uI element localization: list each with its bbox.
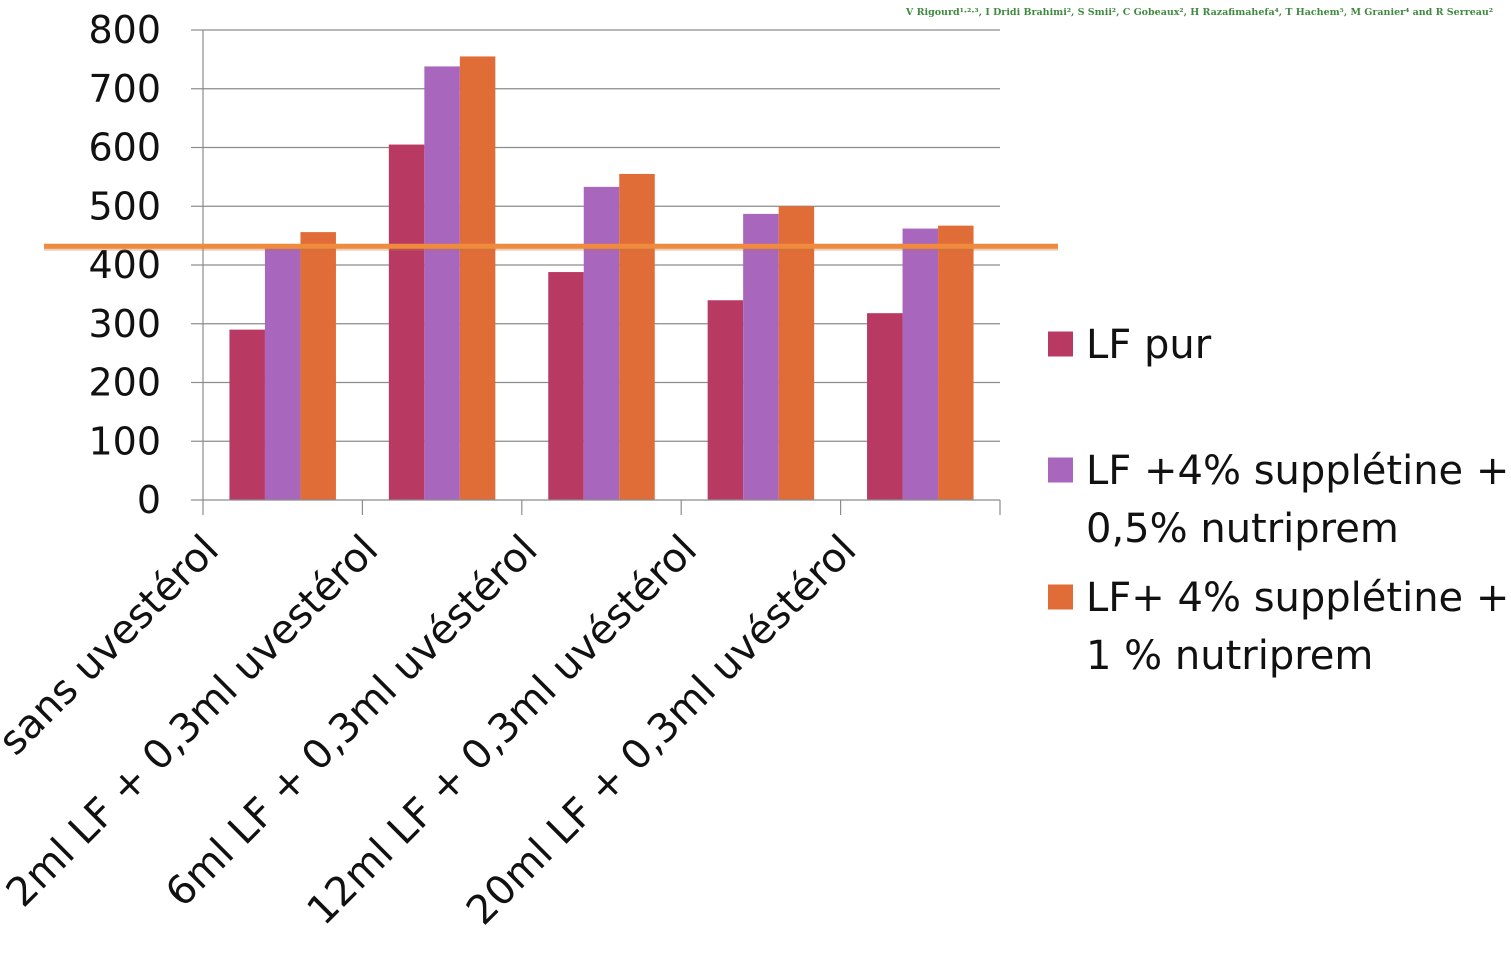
y-tick-label: 100 bbox=[88, 419, 161, 463]
bar bbox=[264, 248, 301, 500]
bar bbox=[229, 329, 265, 500]
legend-label: LF pur bbox=[1086, 322, 1212, 368]
bar bbox=[459, 56, 496, 500]
bar bbox=[778, 206, 815, 500]
legend-label: 1 % nutriprem bbox=[1086, 633, 1373, 679]
bar bbox=[938, 225, 974, 500]
y-tick-label: 300 bbox=[88, 302, 161, 346]
bar bbox=[707, 300, 744, 500]
bar bbox=[619, 173, 655, 500]
reference-line-group bbox=[44, 243, 1058, 251]
legend-swatch bbox=[1048, 331, 1073, 357]
legend-label: 0,5% nutriprem bbox=[1086, 506, 1399, 552]
bar bbox=[300, 232, 336, 500]
y-tick-label: 700 bbox=[88, 67, 161, 111]
bars bbox=[229, 56, 974, 501]
legend-label: LF+ 4% supplétine + bbox=[1086, 575, 1509, 621]
y-tick-label: 500 bbox=[88, 184, 161, 228]
legend: LF pur LF +4% supplétine + 0,5% nutriprem L… bbox=[1048, 322, 1509, 679]
x-tick-label: LF sans uvestérol bbox=[0, 527, 228, 806]
bar bbox=[388, 144, 425, 500]
legend-swatch bbox=[1048, 584, 1073, 610]
bar bbox=[743, 213, 779, 500]
bar bbox=[902, 228, 939, 500]
y-tick-label: 400 bbox=[88, 243, 161, 287]
y-tick-label: 200 bbox=[88, 361, 161, 405]
bar bbox=[548, 272, 584, 500]
bar bbox=[867, 313, 903, 500]
legend-label: LF +4% supplétine + bbox=[1086, 448, 1509, 494]
legend-swatch bbox=[1048, 457, 1073, 483]
y-tick-label: 800 bbox=[88, 8, 161, 52]
author-credit: V Rigourd¹·²·³, I Dridi Brahimi², S Smii… bbox=[905, 7, 1493, 18]
y-tick-label: 0 bbox=[137, 478, 161, 522]
bar bbox=[424, 66, 460, 501]
bar bbox=[583, 186, 620, 501]
y-tick-label: 600 bbox=[88, 126, 161, 170]
